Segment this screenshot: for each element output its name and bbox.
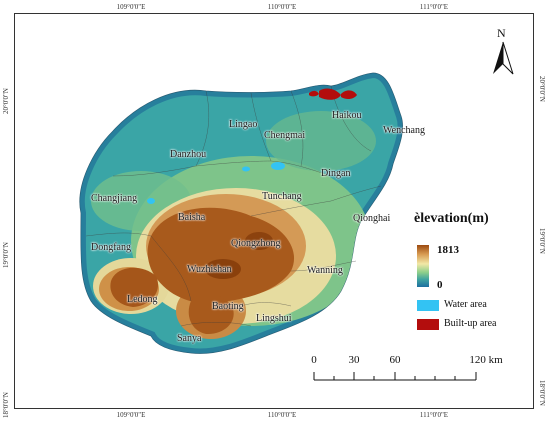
scale-label-60: 60 — [389, 354, 401, 366]
graticule-right-18n: 18°0'0"N — [538, 380, 546, 406]
north-arrow-icon — [493, 41, 514, 75]
scale-label-120: 120 km — [469, 354, 503, 366]
city-label-qiongzhong: Qiongzhong — [231, 238, 281, 249]
city-label-haikou: Haikou — [332, 110, 362, 121]
elevation-max-label: 1813 — [437, 244, 459, 256]
scale-label-30: 30 — [348, 354, 360, 366]
builtup-area-swatch — [417, 319, 439, 330]
city-label-danzhou: Danzhou — [170, 149, 207, 160]
scale-bar — [313, 372, 477, 381]
north-arrow-label: N — [497, 26, 506, 40]
graticule-left-20n: 20°0'0"N — [2, 88, 10, 114]
city-label-tunchang: Tunchang — [262, 191, 302, 202]
city-label-changjiang: Changjiang — [91, 193, 138, 204]
city-label-lingshui: Lingshui — [256, 313, 292, 324]
graticule-top-109e: 109°0'0"E — [116, 3, 146, 11]
city-label-ledong: Ledong — [127, 294, 158, 305]
graticule-bottom-109e: 109°0'0"E — [116, 411, 146, 419]
city-label-qionghai: Qionghai — [353, 213, 391, 224]
map-frame — [14, 13, 534, 409]
elevation-color-ramp — [417, 245, 429, 287]
graticule-left-18n: 18°0'0"N — [2, 392, 10, 418]
graticule-right-20n: 20°0'0"N — [538, 76, 546, 102]
city-label-wuzhishan: Wuzhishan — [187, 264, 232, 275]
graticule-top-110e: 110°0'0"E — [267, 3, 297, 11]
city-label-dingan: Dingan — [321, 168, 351, 179]
scale-label-0: 0 — [311, 354, 317, 366]
city-label-wanning: Wanning — [307, 265, 343, 276]
water-area-label: Water area — [444, 299, 487, 310]
city-label-wenchang: Wenchang — [383, 125, 425, 136]
graticule-right-19n: 19°0'0"N — [538, 228, 546, 254]
graticule-left-19n: 19°0'0"N — [2, 242, 10, 268]
water-area-swatch — [417, 300, 439, 311]
graticule-bottom-111e: 111°0'0"E — [419, 411, 449, 419]
builtup-area-label: Built-up area — [444, 318, 497, 329]
city-label-baoting: Baoting — [212, 301, 244, 312]
city-label-baisha: Baisha — [178, 212, 206, 223]
graticule-bottom-110e: 110°0'0"E — [267, 411, 297, 419]
graticule-top-111e: 111°0'0"E — [419, 3, 449, 11]
city-label-sanya: Sanya — [177, 333, 202, 344]
elevation-min-label: 0 — [437, 279, 443, 291]
city-label-lingao: Lingao — [229, 119, 258, 130]
legend-title: èlevation(m) — [414, 211, 489, 226]
city-label-dongfang: Dongfang — [91, 242, 131, 253]
elevation-map — [79, 72, 403, 354]
city-label-chengmai: Chengmai — [264, 130, 306, 141]
